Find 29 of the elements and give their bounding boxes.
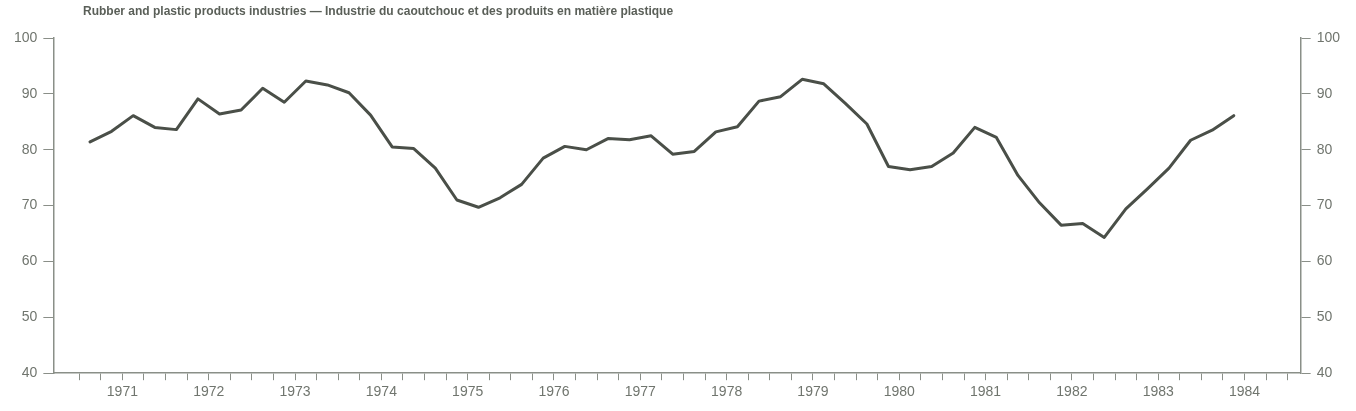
x-tick-label: 1976	[538, 383, 570, 400]
x-tick-label: 1972	[193, 383, 225, 400]
y2-tick-label: 80	[1316, 140, 1333, 157]
y-tick-label: 100	[14, 28, 38, 45]
x-tick-label: 1978	[711, 383, 743, 400]
y-tick-label: 40	[21, 364, 38, 381]
x-tick-label: 1983	[1142, 383, 1174, 400]
chart-title: Rubber and plastic products industries — Industrie du caoutchouc et des produits en matière plastique	[83, 4, 674, 18]
x-tick-label: 1981	[970, 383, 1002, 400]
y-tick-label: 60	[21, 252, 38, 269]
y2-tick-label: 70	[1316, 196, 1333, 213]
y2-tick-label: 50	[1316, 308, 1333, 325]
x-tick-label: 1977	[624, 383, 657, 400]
y2-tick-label: 90	[1316, 84, 1333, 101]
x-tick-label: 1982	[1056, 383, 1088, 400]
x-tick-label: 1974	[365, 383, 398, 400]
y2-tick-label: 100	[1316, 28, 1341, 45]
x-tick-label: 1971	[106, 383, 139, 400]
x-tick-label: 1973	[279, 383, 311, 400]
x-tick-label: 1980	[883, 383, 916, 400]
y2-tick-label: 60	[1316, 252, 1333, 269]
y2-tick-label: 40	[1316, 364, 1333, 381]
y-tick-label: 70	[21, 196, 38, 213]
y-tick-label: 90	[21, 84, 38, 101]
x-tick-label: 1979	[797, 383, 829, 400]
x-tick-label: 1984	[1228, 383, 1261, 400]
y-tick-label: 80	[21, 140, 38, 157]
y-tick-label: 50	[21, 308, 38, 325]
x-tick-label: 1975	[452, 383, 484, 400]
